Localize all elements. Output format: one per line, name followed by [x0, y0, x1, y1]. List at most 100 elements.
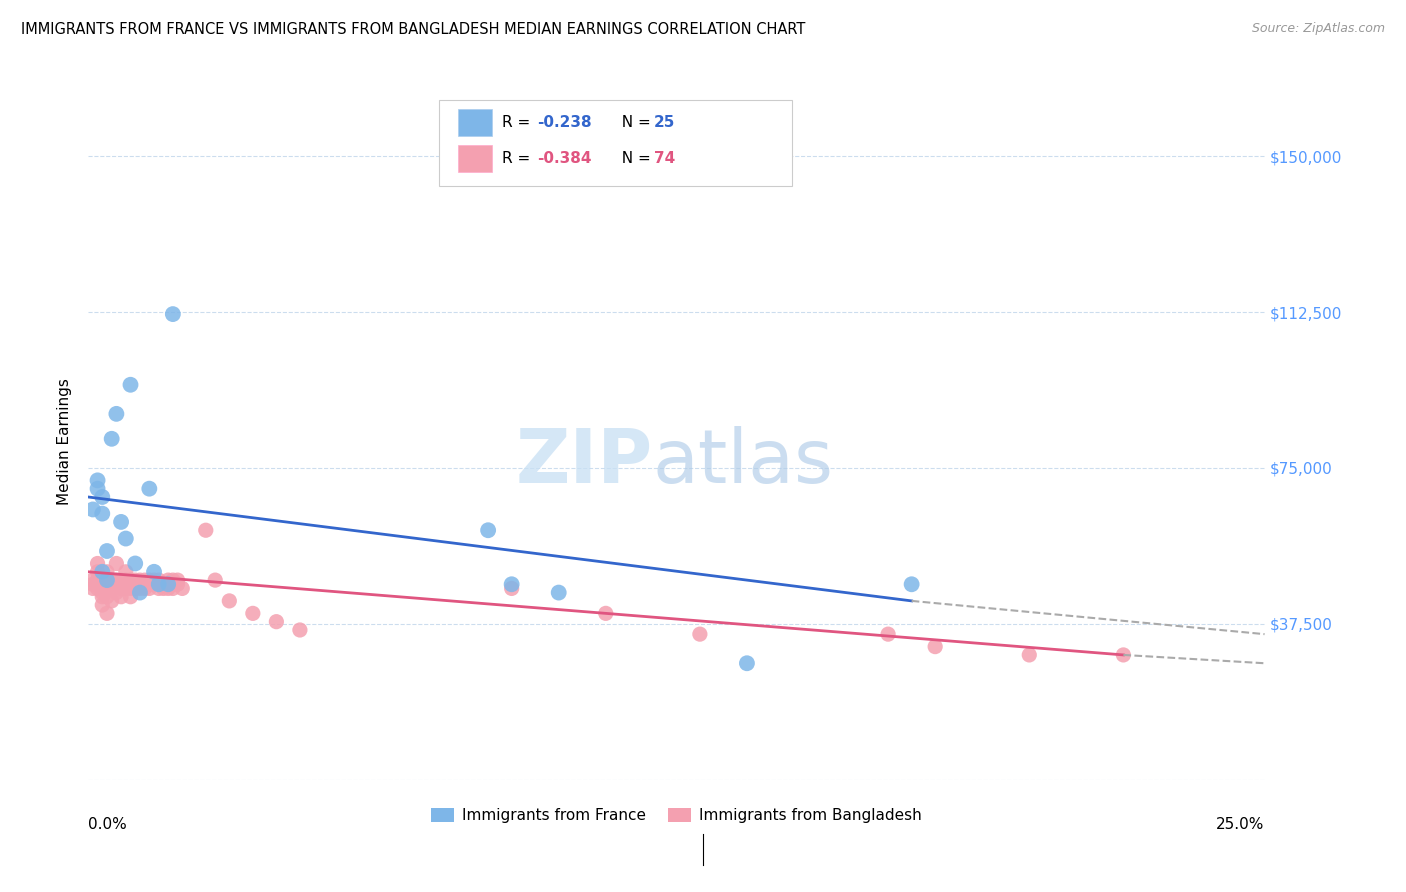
Text: -0.238: -0.238: [537, 115, 592, 129]
Point: [148, 577, 170, 591]
Point: [162, 573, 184, 587]
Text: IMMIGRANTS FROM FRANCE VS IMMIGRANTS FROM BANGLADESH MEDIAN EARNINGS CORRELATION: IMMIGRANTS FROM FRANCE VS IMMIGRANTS FRO…: [21, 22, 806, 37]
Point: [120, 582, 142, 596]
Point: [501, 582, 523, 596]
Point: [96, 544, 118, 558]
Point: [110, 515, 132, 529]
Point: [91, 582, 114, 596]
Point: [547, 585, 569, 599]
Point: [134, 582, 156, 596]
Point: [96, 607, 118, 621]
Point: [148, 577, 170, 591]
Point: [91, 573, 114, 587]
Point: [157, 577, 180, 591]
Point: [86, 557, 108, 571]
Point: [194, 523, 217, 537]
Point: [477, 523, 499, 537]
Point: [900, 577, 922, 591]
Point: [735, 657, 758, 671]
Point: [82, 582, 104, 596]
Point: [86, 582, 108, 596]
Point: [110, 582, 132, 596]
Point: [152, 582, 174, 596]
Text: 0.0%: 0.0%: [89, 817, 127, 831]
Point: [266, 615, 288, 629]
Point: [96, 573, 118, 587]
Point: [100, 577, 122, 591]
Point: [91, 507, 114, 521]
Point: [105, 585, 128, 599]
Point: [157, 573, 180, 587]
Point: [143, 573, 166, 587]
Point: [138, 573, 160, 587]
Point: [138, 577, 160, 591]
Point: [96, 565, 118, 579]
Point: [124, 573, 146, 587]
Point: [138, 482, 160, 496]
Point: [143, 577, 166, 591]
Point: [595, 607, 617, 621]
Point: [218, 594, 240, 608]
Point: [166, 573, 188, 587]
Text: R =: R =: [502, 115, 536, 129]
Point: [120, 573, 142, 587]
Point: [96, 590, 118, 604]
Point: [138, 582, 160, 596]
Point: [91, 598, 114, 612]
Point: [148, 582, 170, 596]
Point: [105, 577, 128, 591]
Text: 25.0%: 25.0%: [1216, 817, 1264, 831]
Point: [157, 582, 180, 596]
Point: [689, 627, 711, 641]
Point: [100, 582, 122, 596]
Text: atlas: atlas: [652, 425, 834, 499]
Text: ZIP: ZIP: [516, 425, 652, 499]
Point: [501, 577, 523, 591]
Point: [162, 577, 184, 591]
Point: [114, 532, 136, 546]
Y-axis label: Median Earnings: Median Earnings: [58, 378, 72, 506]
Point: [114, 565, 136, 579]
Point: [288, 623, 311, 637]
Point: [96, 582, 118, 596]
Point: [124, 557, 146, 571]
Point: [877, 627, 900, 641]
Point: [129, 573, 152, 587]
Point: [120, 590, 142, 604]
Point: [204, 573, 226, 587]
Legend: Immigrants from France, Immigrants from Bangladesh: Immigrants from France, Immigrants from …: [425, 802, 928, 830]
Point: [100, 573, 122, 587]
Point: [148, 573, 170, 587]
Text: 25: 25: [654, 115, 675, 129]
Point: [129, 585, 152, 599]
Point: [91, 585, 114, 599]
Point: [91, 577, 114, 591]
Point: [162, 582, 184, 596]
Point: [91, 490, 114, 504]
Point: [162, 307, 184, 321]
Point: [86, 482, 108, 496]
Point: [1018, 648, 1040, 662]
Point: [134, 573, 156, 587]
Point: [114, 573, 136, 587]
Point: [91, 565, 114, 579]
Point: [105, 573, 128, 587]
Text: 74: 74: [654, 152, 675, 166]
Text: Source: ZipAtlas.com: Source: ZipAtlas.com: [1251, 22, 1385, 36]
Text: N =: N =: [612, 115, 655, 129]
Point: [110, 573, 132, 587]
Point: [82, 502, 104, 516]
Point: [166, 577, 188, 591]
Point: [100, 432, 122, 446]
Point: [105, 407, 128, 421]
Point: [172, 582, 194, 596]
Point: [82, 577, 104, 591]
Text: -0.384: -0.384: [537, 152, 592, 166]
Point: [100, 594, 122, 608]
Point: [82, 573, 104, 587]
Point: [120, 377, 142, 392]
Point: [96, 573, 118, 587]
Point: [157, 577, 180, 591]
Text: R =: R =: [502, 152, 536, 166]
Point: [86, 573, 108, 587]
